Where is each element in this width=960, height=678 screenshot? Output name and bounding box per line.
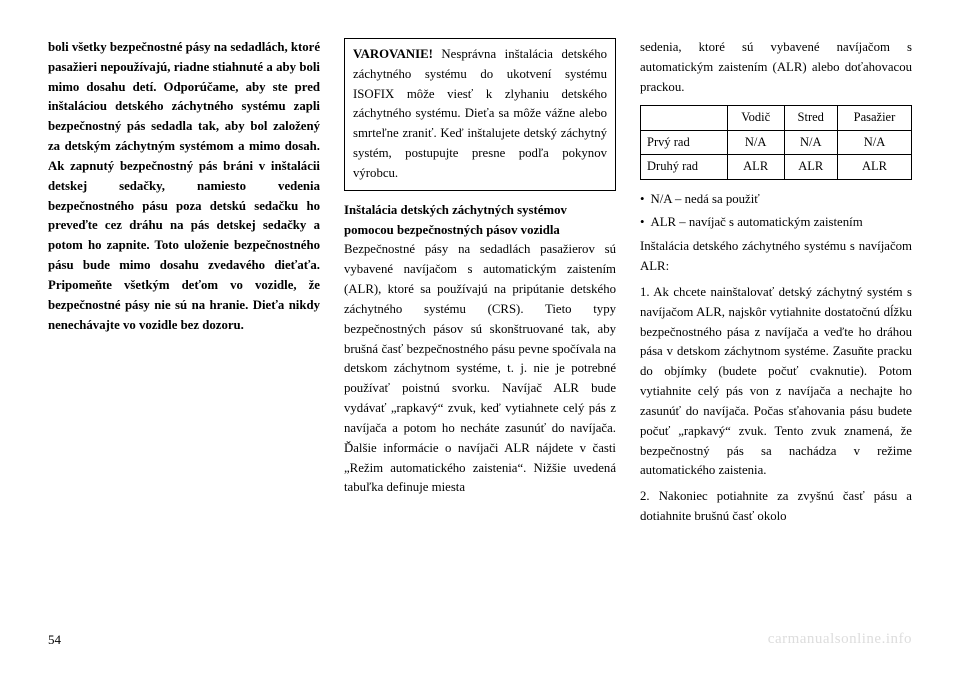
warning-box: VAROVANIE! Nesprávna inštalácia detského… bbox=[344, 38, 616, 191]
page-number: 54 bbox=[48, 632, 61, 648]
bullet-text: ALR – navíjač s automatickým zaistením bbox=[650, 213, 862, 233]
page-content: boli všetky bezpečnostné pásy na sedadlá… bbox=[48, 38, 912, 598]
col3-intro-numbered: Inštalácia detského záchytného systému s… bbox=[640, 237, 912, 277]
bullet-item: • N/A – nedá sa použiť bbox=[640, 190, 912, 210]
warning-body: Nesprávna inštalácia detského záchytného… bbox=[353, 47, 607, 180]
col3-top-paragraph: sedenia, ktoré sú vybavené navíjačom s a… bbox=[640, 38, 912, 97]
column-2: VAROVANIE! Nesprávna inštalácia detského… bbox=[344, 38, 616, 598]
table-cell: Prvý rad bbox=[641, 130, 728, 154]
table-cell: Pasažier bbox=[837, 106, 911, 130]
table-cell: N/A bbox=[727, 130, 784, 154]
table-cell: N/A bbox=[837, 130, 911, 154]
table-cell: Stred bbox=[784, 106, 837, 130]
bullet-text: N/A – nedá sa použiť bbox=[650, 190, 759, 210]
table-cell: Druhý rad bbox=[641, 155, 728, 179]
table-cell: Vodič bbox=[727, 106, 784, 130]
table-cell: ALR bbox=[784, 155, 837, 179]
seating-table: Vodič Stred Pasažier Prvý rad N/A N/A N/… bbox=[640, 105, 912, 179]
numbered-item-1: 1. Ak chcete nainštalovať detský záchytn… bbox=[640, 283, 912, 481]
bullet-dot: • bbox=[640, 190, 644, 210]
col1-bold-paragraph: boli všetky bezpečnostné pásy na sedadlá… bbox=[48, 38, 320, 335]
numbered-item-2: 2. Nakoniec potiahnite za zvyšnú časť pá… bbox=[640, 487, 912, 527]
table-row: Druhý rad ALR ALR ALR bbox=[641, 155, 912, 179]
bullet-item: • ALR – navíjač s automatickým zaistením bbox=[640, 213, 912, 233]
column-3: sedenia, ktoré sú vybavené navíjačom s a… bbox=[640, 38, 912, 598]
section-title-install: Inštalácia detských záchytných systémov … bbox=[344, 201, 616, 241]
table-row: Prvý rad N/A N/A N/A bbox=[641, 130, 912, 154]
column-1: boli všetky bezpečnostné pásy na sedadlá… bbox=[48, 38, 320, 598]
watermark: carmanualsonline.info bbox=[768, 631, 912, 648]
warning-title: VAROVANIE! bbox=[353, 47, 433, 61]
table-cell bbox=[641, 106, 728, 130]
col2-paragraph-1: Bezpečnostné pásy na sedadlách pasažiero… bbox=[344, 240, 616, 498]
table-cell: ALR bbox=[727, 155, 784, 179]
table-cell: N/A bbox=[784, 130, 837, 154]
table-header-row: Vodič Stred Pasažier bbox=[641, 106, 912, 130]
table-cell: ALR bbox=[837, 155, 911, 179]
bullet-dot: • bbox=[640, 213, 644, 233]
